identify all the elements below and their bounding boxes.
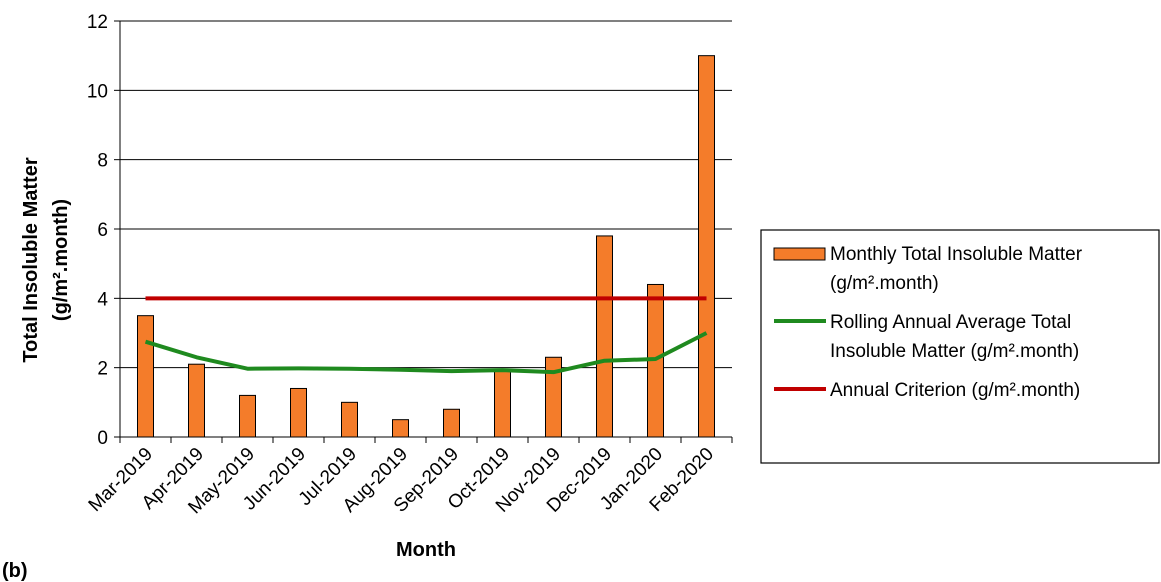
legend-swatch-bar [773, 247, 826, 261]
axes [114, 20, 733, 443]
bar [137, 315, 154, 438]
y-axis-title-line-1: Total Insoluble Matter [20, 157, 42, 362]
y-tick-label-2: 2 [97, 359, 108, 380]
y-tick-label-6: 6 [97, 220, 108, 241]
y-axis-title-line-2: (g/m².month) [50, 199, 72, 321]
y-tick-label-12: 12 [87, 12, 108, 33]
bar [239, 394, 256, 438]
bar [443, 408, 460, 438]
bar [494, 370, 511, 438]
bars [137, 55, 715, 438]
y-tick-label-8: 8 [97, 151, 108, 172]
bar [188, 363, 205, 438]
y-tick-labels: 0 2 4 6 8 10 12 [87, 12, 109, 449]
panel-label: (b) [2, 560, 28, 582]
bar [596, 235, 613, 438]
y-tick-label-4: 4 [97, 289, 108, 310]
legend-label-bar-line-1: Monthly Total Insoluble Matter [830, 244, 1083, 265]
rolling-average-line [144, 331, 708, 375]
legend-label-criterion: Annual Criterion (g/m².month) [830, 380, 1080, 401]
bar [341, 401, 358, 438]
y-axis-title: Total Insoluble Matter (g/m².month) [20, 157, 72, 362]
y-tick-label-10: 10 [87, 81, 108, 102]
x-tick-labels: Mar-2019Apr-2019May-2019Jun-2019Jul-2019… [85, 444, 718, 519]
legend-label-rolling-line-2: Insoluble Matter (g/m².month) [830, 341, 1079, 362]
bar [392, 419, 409, 438]
legend-label-bar-line-2: (g/m².month) [830, 273, 939, 294]
legend: Monthly Total Insoluble Matter (g/m².mon… [760, 229, 1160, 464]
legend-label-rolling-line-1: Rolling Annual Average Total [830, 312, 1071, 333]
bar [698, 55, 715, 438]
x-axis-title: Month [396, 539, 456, 561]
bar [290, 387, 307, 438]
legend-box [760, 229, 1160, 464]
y-tick-label-0: 0 [97, 428, 108, 449]
series-lines [144, 296, 708, 375]
gridlines [120, 20, 732, 369]
